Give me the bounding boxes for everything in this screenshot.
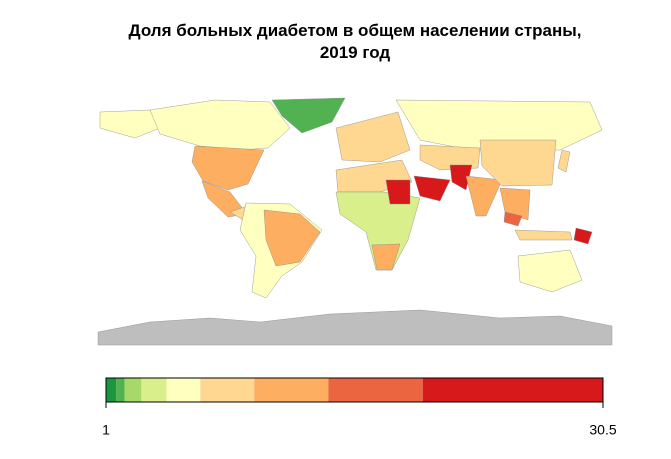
legend-bin — [141, 378, 167, 402]
alaska — [99, 109, 161, 139]
map-title: Доля больных диабетом в общем населении … — [129, 21, 582, 62]
legend-bin — [124, 378, 142, 402]
color-legend: 1 30.5 — [102, 377, 617, 438]
legend-bin — [200, 378, 255, 402]
legend-bin — [422, 378, 603, 402]
antarctica — [97, 309, 613, 346]
usa — [191, 145, 265, 191]
europe — [335, 111, 411, 163]
legend-frame — [105, 377, 604, 403]
papua — [573, 227, 593, 245]
australia — [517, 249, 583, 293]
malaysia — [503, 211, 523, 227]
sudan — [385, 179, 411, 205]
brazil — [263, 209, 321, 267]
southern-africa — [371, 243, 401, 271]
russia — [395, 99, 603, 151]
legend-tick-label: 1 — [102, 422, 110, 438]
saudi-arabia — [413, 175, 451, 202]
world-map — [97, 97, 613, 346]
japan — [557, 149, 571, 173]
title-line: 2019 год — [320, 43, 391, 62]
greenland — [271, 97, 346, 134]
legend-bin — [106, 378, 117, 402]
indonesia — [514, 229, 573, 241]
title-line: Доля больных диабетом в общем населении … — [129, 21, 582, 40]
china — [479, 139, 557, 187]
legend-bin — [166, 378, 201, 402]
legend-bin — [116, 378, 125, 402]
pakistan — [449, 164, 473, 191]
southeast-asia — [499, 187, 531, 221]
legend-tick-label: 30.5 — [589, 422, 616, 438]
canada — [149, 99, 291, 151]
legend-bin — [254, 378, 329, 402]
legend-bin — [328, 378, 423, 402]
india — [465, 175, 503, 217]
